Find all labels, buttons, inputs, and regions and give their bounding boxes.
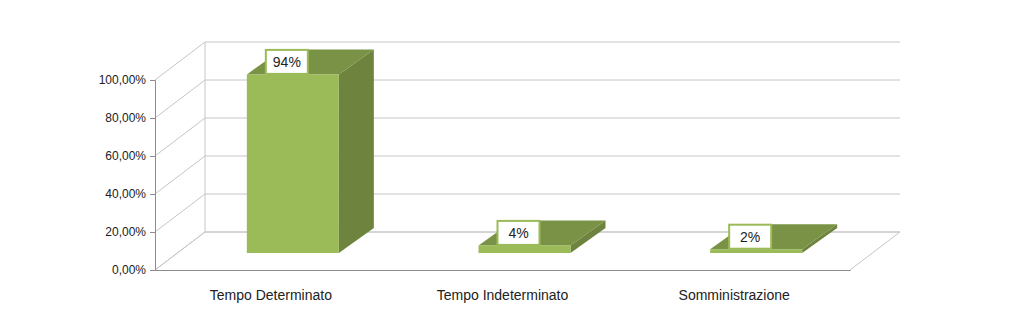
bar: [479, 245, 571, 253]
data-label: 94%: [266, 50, 308, 74]
data-label-text: 2%: [740, 229, 760, 245]
y-tick-mark: [150, 270, 155, 271]
bar-side: [339, 49, 374, 253]
y-tick-mark: [150, 80, 155, 81]
y-tick-mark: [150, 232, 155, 233]
walls: [155, 42, 900, 270]
y-axis-line: [150, 81, 156, 271]
x-tick-label: Somministrazione: [679, 287, 790, 303]
bar: [247, 74, 339, 253]
grid-line: [155, 42, 900, 80]
y-tick-label: 20,00%: [105, 225, 146, 239]
y-tick: 100,00%: [99, 73, 155, 87]
y-tick-label: 60,00%: [105, 149, 146, 163]
data-label-box: [266, 50, 308, 74]
y-tick: 40,00%: [105, 187, 155, 201]
y-axis: 0,00% 20,00% 40,00% 60,00% 80,00% 100,00%: [99, 73, 156, 277]
bar-top: [710, 224, 837, 249]
y-tick-mark: [150, 194, 155, 195]
x-tick: Tempo Indeterminato: [437, 270, 569, 303]
data-label-box: [729, 225, 771, 249]
bars: [247, 49, 837, 253]
y-tick-mark: [150, 156, 155, 157]
x-axis: Tempo Determinato Tempo Indeterminato Somm…: [156, 270, 851, 303]
x-axis-line: [156, 270, 851, 271]
x-tick-label: Tempo Indeterminato: [437, 287, 569, 303]
y-tick-label: 100,00%: [99, 73, 147, 87]
data-label-box: [498, 221, 540, 245]
chart: 0,00% 20,00% 40,00% 60,00% 80,00% 100,00% Temp…: [0, 0, 1024, 318]
bar-group: [710, 224, 837, 253]
data-label-text: 4%: [508, 225, 528, 241]
y-tick: 80,00%: [105, 111, 155, 125]
wall-edge: [205, 42, 206, 232]
bar-top: [479, 220, 606, 245]
y-tick-label: 40,00%: [105, 187, 146, 201]
x-tick-label: Tempo Determinato: [210, 287, 332, 303]
data-label: 2%: [729, 225, 771, 249]
bar-top: [247, 49, 374, 74]
bar-group: [479, 220, 606, 253]
y-tick-label: 0,00%: [112, 263, 146, 277]
bar-group: [247, 49, 374, 253]
y-tick-label: 80,00%: [105, 111, 146, 125]
y-tick: 0,00%: [112, 263, 155, 277]
bar: [710, 249, 802, 253]
x-tick: Somministrazione: [679, 270, 790, 303]
data-labels: 94% 4% 2%: [266, 50, 771, 249]
x-tick: Tempo Determinato: [210, 270, 332, 303]
data-label: 4%: [498, 221, 540, 245]
y-tick: 20,00%: [105, 225, 155, 239]
y-tick: 60,00%: [105, 149, 155, 163]
y-tick-mark: [150, 118, 155, 119]
data-label-text: 94%: [273, 54, 301, 70]
